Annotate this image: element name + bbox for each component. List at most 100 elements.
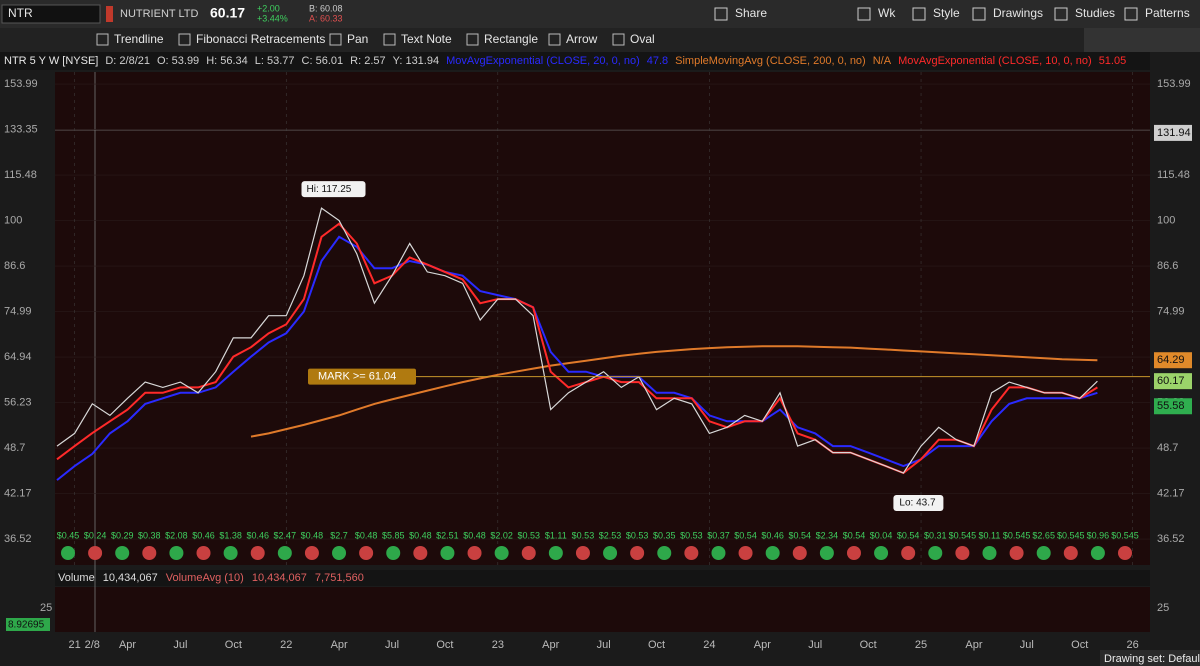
event-icon[interactable] bbox=[494, 546, 509, 560]
event-icon[interactable] bbox=[115, 546, 130, 560]
event-icon[interactable] bbox=[196, 546, 211, 560]
company: NUTRIENT LTD bbox=[120, 8, 198, 20]
drawing-tool[interactable]: Rectangle bbox=[484, 32, 538, 46]
toolbar-button-icon[interactable] bbox=[1054, 7, 1068, 21]
event-icon[interactable] bbox=[467, 546, 482, 560]
toolbar-button-icon[interactable] bbox=[1124, 7, 1138, 21]
event-icon[interactable] bbox=[819, 546, 834, 560]
ohlc-field: Y: 131.94 bbox=[393, 55, 440, 67]
event-icon[interactable] bbox=[440, 546, 455, 560]
event-label: $0.46 bbox=[246, 530, 269, 540]
toolbar-button[interactable]: Wk bbox=[878, 6, 896, 20]
event-icon[interactable] bbox=[61, 546, 75, 560]
event-icon[interactable] bbox=[982, 546, 997, 560]
event-icon[interactable] bbox=[277, 546, 292, 560]
event-icon[interactable] bbox=[223, 546, 238, 560]
y-tick-label-right: 48.7 bbox=[1157, 442, 1178, 454]
event-icon[interactable] bbox=[1036, 546, 1051, 560]
event-icon[interactable] bbox=[1118, 546, 1132, 560]
event-label: $0.53 bbox=[626, 530, 649, 540]
footer-box bbox=[1100, 650, 1200, 666]
tool-icon[interactable] bbox=[96, 33, 109, 46]
event-icon[interactable] bbox=[765, 546, 780, 560]
event-icon[interactable] bbox=[928, 546, 943, 560]
toolbar-button[interactable]: Share bbox=[735, 6, 767, 20]
event-icon[interactable] bbox=[304, 546, 319, 560]
x-tick-label: Oct bbox=[436, 639, 453, 651]
event-label: $0.54 bbox=[789, 530, 812, 540]
event-label: $5.85 bbox=[382, 530, 405, 540]
event-icon[interactable] bbox=[738, 546, 753, 560]
event-icon[interactable] bbox=[575, 546, 590, 560]
event-label: $0.48 bbox=[409, 530, 432, 540]
toolbar-button-icon[interactable] bbox=[912, 7, 926, 21]
x-tick-label: Apr bbox=[542, 639, 559, 651]
event-icon[interactable] bbox=[711, 546, 726, 560]
event-icon[interactable] bbox=[521, 546, 536, 560]
toolbar-button-icon[interactable] bbox=[972, 7, 986, 21]
toolbar-button[interactable]: Studies bbox=[1075, 6, 1115, 20]
tool-icon[interactable] bbox=[178, 33, 191, 46]
event-label: $0.37 bbox=[707, 530, 730, 540]
event-label: $0.48 bbox=[463, 530, 486, 540]
event-icon[interactable] bbox=[792, 546, 807, 560]
y-tick-label: 153.99 bbox=[4, 78, 38, 90]
event-icon[interactable] bbox=[332, 546, 347, 560]
x-tick-label: Apr bbox=[119, 639, 136, 651]
event-icon[interactable] bbox=[548, 546, 563, 560]
event-icon[interactable] bbox=[846, 546, 861, 560]
layout-buttons[interactable] bbox=[1084, 28, 1200, 52]
symbol-box[interactable] bbox=[1, 4, 101, 24]
event-label: $0.545 bbox=[949, 530, 977, 540]
tool-icon[interactable] bbox=[329, 33, 342, 46]
drawing-tool[interactable]: Fibonacci Retracements bbox=[196, 32, 325, 46]
toolbar-button-icon[interactable] bbox=[714, 7, 728, 21]
volume-tick-right: 25 bbox=[1157, 602, 1169, 614]
event-icon[interactable] bbox=[142, 546, 157, 560]
event-icon[interactable] bbox=[657, 546, 672, 560]
event-icon[interactable] bbox=[1090, 546, 1105, 560]
volume-legend: VolumeAvg (10) bbox=[166, 572, 244, 584]
y-tick-label: 42.17 bbox=[4, 487, 32, 499]
tool-icon[interactable] bbox=[466, 33, 479, 46]
event-label: $0.96 bbox=[1087, 530, 1110, 540]
event-icon[interactable] bbox=[250, 546, 265, 560]
toolbar-button-icon[interactable] bbox=[857, 7, 871, 21]
ohlc-field: L: 53.77 bbox=[255, 55, 295, 67]
event-icon[interactable] bbox=[603, 546, 618, 560]
drawing-tool[interactable]: Trendline bbox=[114, 32, 164, 46]
drawing-tool[interactable]: Oval bbox=[630, 32, 655, 46]
x-tick-label: Jul bbox=[597, 639, 611, 651]
event-icon[interactable] bbox=[88, 546, 103, 560]
tool-icon[interactable] bbox=[548, 33, 561, 46]
event-icon[interactable] bbox=[1063, 546, 1078, 560]
x-tick-label: Jul bbox=[385, 639, 399, 651]
event-icon[interactable] bbox=[901, 546, 916, 560]
drawing-tool[interactable]: Pan bbox=[347, 32, 368, 46]
price-marker bbox=[1154, 398, 1192, 415]
legend-entry: SimpleMovingAvg (CLOSE, 200, 0, no) bbox=[675, 55, 866, 67]
event-label: $0.45 bbox=[57, 530, 80, 540]
toolbar-button[interactable]: Patterns bbox=[1145, 6, 1190, 20]
event-icon[interactable] bbox=[1009, 546, 1024, 560]
event-icon[interactable] bbox=[386, 546, 401, 560]
tool-icon[interactable] bbox=[612, 33, 625, 46]
symbol: NTR bbox=[8, 6, 33, 20]
hi-bubble bbox=[301, 181, 366, 198]
event-icon[interactable] bbox=[874, 546, 889, 560]
tool-icon[interactable] bbox=[383, 33, 396, 46]
mark-box[interactable] bbox=[308, 368, 416, 385]
event-icon[interactable] bbox=[413, 546, 428, 560]
event-icon[interactable] bbox=[359, 546, 374, 560]
drawing-tool[interactable]: Arrow bbox=[566, 32, 598, 46]
ohlc-field: C: 56.01 bbox=[302, 55, 344, 67]
event-label: $0.24 bbox=[84, 530, 107, 540]
drawing-tool[interactable]: Text Note bbox=[401, 32, 452, 46]
price-marker-label: 131.94 bbox=[1157, 127, 1191, 139]
toolbar-button[interactable]: Style bbox=[933, 6, 960, 20]
event-icon[interactable] bbox=[684, 546, 699, 560]
event-icon[interactable] bbox=[169, 546, 184, 560]
event-icon[interactable] bbox=[955, 546, 970, 560]
event-icon[interactable] bbox=[630, 546, 645, 560]
toolbar-button[interactable]: Drawings bbox=[993, 6, 1043, 20]
